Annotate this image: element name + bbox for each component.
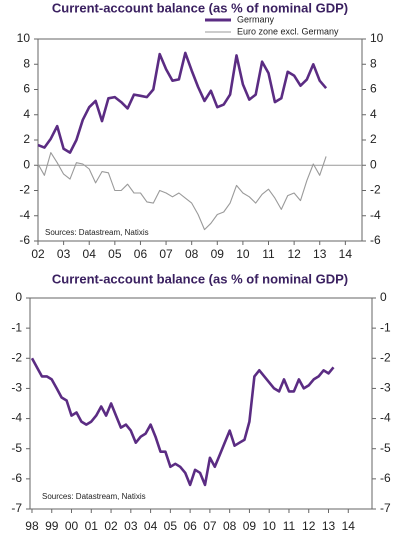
y2-tick-label: -5 bbox=[380, 441, 391, 455]
y2-tick-label: -6 bbox=[380, 471, 391, 485]
plot-frame bbox=[37, 38, 363, 242]
x-tick-label: 07 bbox=[159, 247, 173, 261]
x-tick-label: 00 bbox=[65, 519, 79, 533]
y2-tick-label: -3 bbox=[380, 381, 391, 395]
data-line bbox=[30, 357, 335, 487]
x-tick-label: 01 bbox=[85, 519, 99, 533]
source-note: Sources: Datastream, Natixis bbox=[45, 228, 149, 237]
x-tick-label: 03 bbox=[124, 519, 138, 533]
x-tick-label: 08 bbox=[223, 519, 237, 533]
y-tick-label: 4 bbox=[23, 107, 30, 121]
x-tick-label: 07 bbox=[203, 519, 217, 533]
x-tick-label: 05 bbox=[164, 519, 178, 533]
data-line bbox=[37, 51, 328, 154]
x-tick-label: 10 bbox=[236, 247, 250, 261]
y2-tick-label: 4 bbox=[370, 107, 377, 121]
x-tick-label: 99 bbox=[45, 519, 59, 533]
x-tick-label: 08 bbox=[185, 247, 199, 261]
chart-title: Current-account balance (as % of nominal… bbox=[52, 0, 348, 15]
y2-tick-label: 10 bbox=[370, 31, 384, 45]
y-tick-label: -4 bbox=[19, 208, 30, 222]
x-tick-label: 06 bbox=[134, 247, 148, 261]
y-tick-label: 8 bbox=[23, 56, 30, 70]
y-tick-label: 2 bbox=[23, 132, 30, 146]
x-tick-label: 12 bbox=[302, 519, 316, 533]
x-tick-label: 13 bbox=[322, 519, 336, 533]
x-tick-label: 14 bbox=[342, 519, 356, 533]
legend-label: Germany bbox=[237, 14, 275, 24]
y-tick-label: 0 bbox=[15, 290, 22, 304]
x-tick-label: 12 bbox=[287, 247, 301, 261]
x-tick-label: 04 bbox=[144, 519, 158, 533]
x-tick-label: 02 bbox=[104, 519, 118, 533]
x-tick-label: 06 bbox=[183, 519, 197, 533]
plot-frame bbox=[29, 297, 373, 510]
legend-label: Euro zone excl. Germany bbox=[237, 26, 339, 36]
y-tick-label: -7 bbox=[11, 501, 22, 515]
chart-title: Current-account balance (as % of nominal… bbox=[52, 271, 348, 286]
y-tick-label: 6 bbox=[23, 82, 30, 96]
y2-tick-label: 2 bbox=[370, 132, 377, 146]
y2-tick-label: -4 bbox=[380, 411, 391, 425]
x-tick-label: 03 bbox=[57, 247, 71, 261]
y2-tick-label: -4 bbox=[370, 208, 381, 222]
x-tick-label: 05 bbox=[108, 247, 122, 261]
y2-tick-label: 8 bbox=[370, 56, 377, 70]
x-tick-label: 04 bbox=[83, 247, 97, 261]
y2-tick-label: -2 bbox=[370, 183, 381, 197]
y2-tick-label: 0 bbox=[370, 157, 377, 171]
y-tick-label: 10 bbox=[17, 31, 31, 45]
y2-tick-label: -6 bbox=[370, 233, 381, 247]
x-tick-label: 13 bbox=[313, 247, 327, 261]
x-tick-label: 02 bbox=[31, 247, 45, 261]
y2-tick-label: -7 bbox=[380, 501, 391, 515]
y-tick-label: -4 bbox=[11, 411, 22, 425]
x-tick-label: 11 bbox=[283, 519, 296, 533]
y-tick-label: -2 bbox=[11, 350, 22, 364]
y-tick-label: -2 bbox=[19, 183, 30, 197]
y-tick-label: 0 bbox=[23, 157, 30, 171]
x-tick-label: 09 bbox=[211, 247, 225, 261]
y-tick-label: -6 bbox=[11, 471, 22, 485]
x-tick-label: 09 bbox=[243, 519, 257, 533]
y-tick-label: -5 bbox=[11, 441, 22, 455]
y2-tick-label: -1 bbox=[380, 320, 391, 334]
data-line bbox=[37, 152, 327, 231]
y-tick-label: -6 bbox=[19, 233, 30, 247]
x-tick-label: 98 bbox=[25, 519, 39, 533]
y-tick-label: -1 bbox=[11, 320, 22, 334]
y2-tick-label: 0 bbox=[380, 290, 387, 304]
x-tick-label: 14 bbox=[339, 247, 353, 261]
y2-tick-label: 6 bbox=[370, 82, 377, 96]
x-tick-label: 10 bbox=[263, 519, 277, 533]
x-tick-label: 11 bbox=[262, 247, 275, 261]
y-tick-label: -3 bbox=[11, 381, 22, 395]
source-note: Sources: Datastream, Natixis bbox=[42, 492, 146, 501]
y2-tick-label: -2 bbox=[380, 350, 391, 364]
